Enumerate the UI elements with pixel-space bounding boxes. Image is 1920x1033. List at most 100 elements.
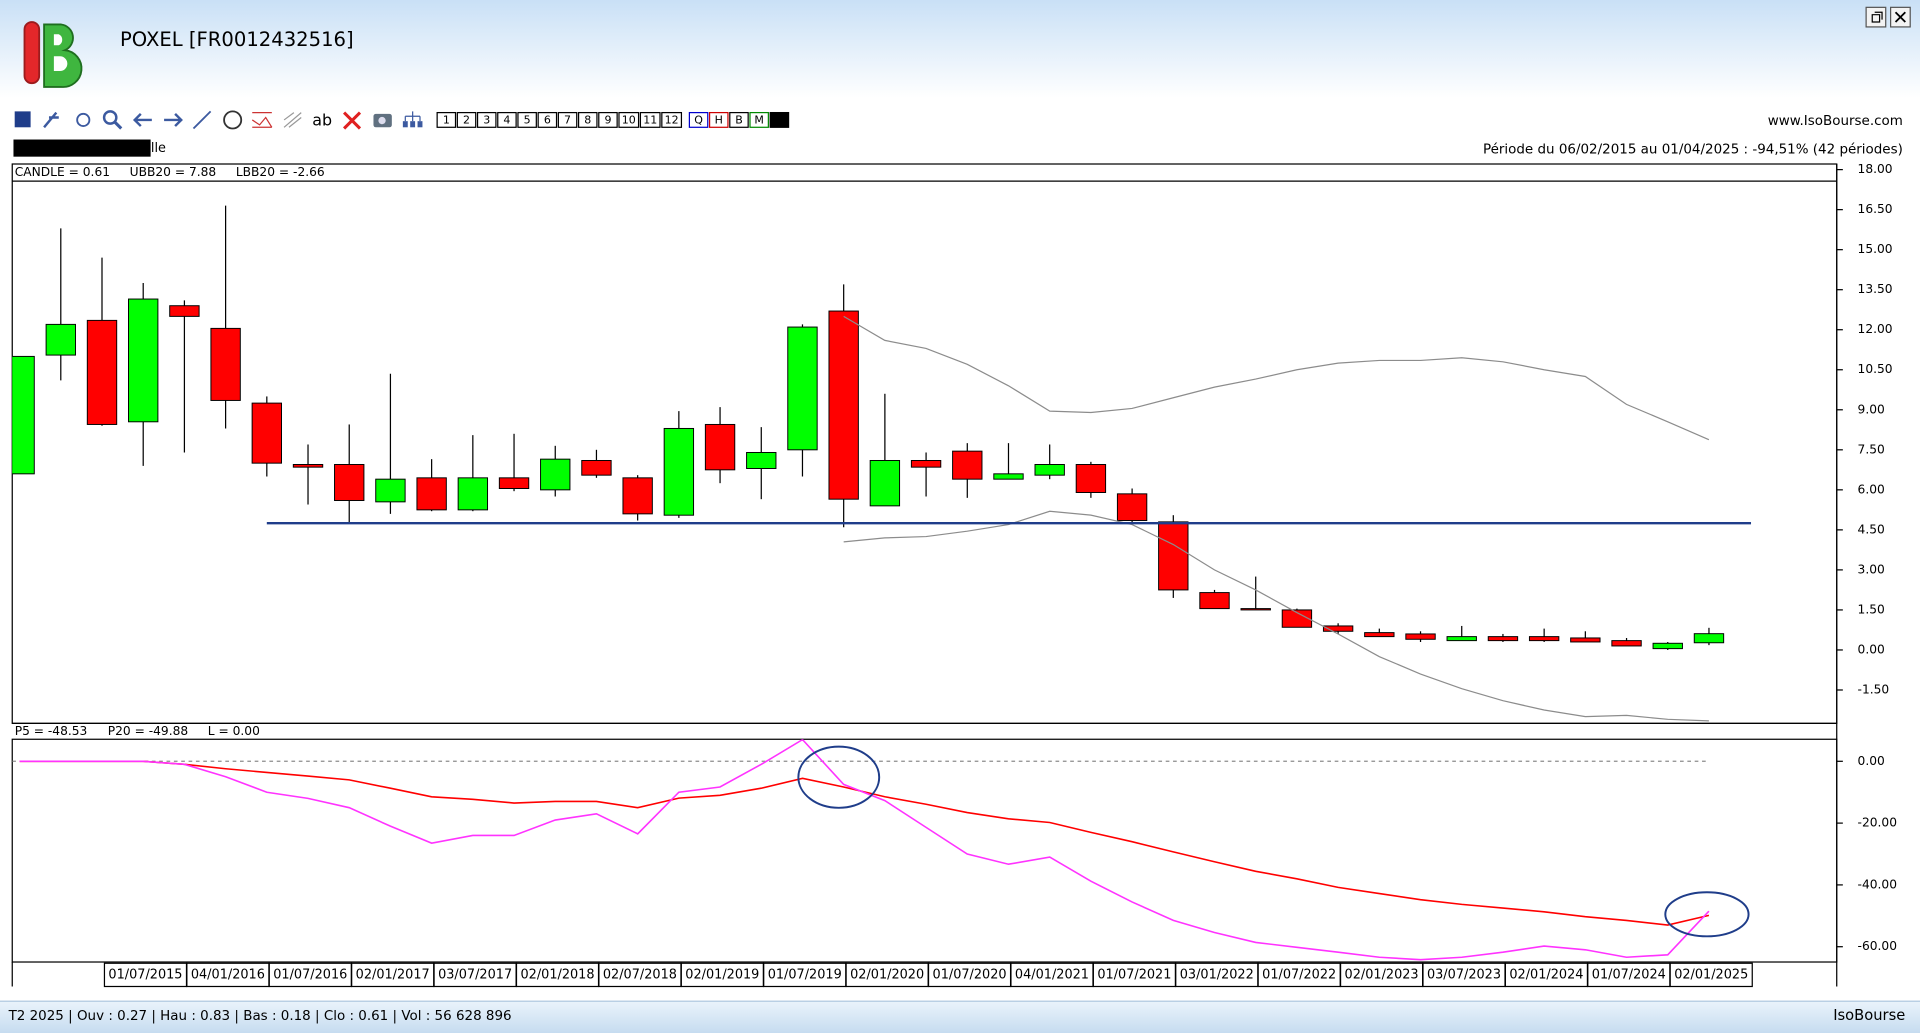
button-label: T (775, 114, 783, 127)
tool-forward[interactable] (164, 112, 183, 127)
y-tick-label: -20.00 (1858, 816, 1897, 830)
legend-entry: UBB20 = 7.88 (130, 165, 217, 179)
toolbar-button[interactable]: 2 (456, 111, 477, 128)
band-line (843, 315, 1710, 441)
indicator-panel (11, 738, 1838, 963)
button-label: 10 (622, 114, 636, 127)
tool-line[interactable] (192, 110, 212, 130)
toolbar-button[interactable]: 1 (436, 111, 457, 128)
y-tick-label: 10.50 (1858, 362, 1893, 376)
button-frame (769, 111, 790, 128)
toolbar: ab 1 2 3 4 5 6 7 8 9 10 11 12 Q H B M T (14, 110, 790, 130)
y-tick-label: -1.50 (1858, 682, 1890, 696)
tool-delete[interactable] (342, 111, 362, 130)
tool-zoom[interactable] (102, 110, 118, 125)
x-tick-label: 04/01/2021 (1015, 967, 1089, 982)
toolbar-button[interactable]: B (729, 111, 749, 128)
candle-body (581, 459, 612, 476)
status-bar (0, 1001, 1920, 1033)
x-tick-label: 01/07/2020 (933, 967, 1007, 982)
window-buttons (1865, 6, 1911, 28)
button-label: 11 (643, 114, 657, 127)
button-frame (436, 111, 457, 128)
candle-body (1405, 633, 1436, 640)
x-tick-label: 02/01/2020 (850, 967, 924, 982)
candle-body (128, 298, 159, 423)
button-frame (517, 111, 537, 128)
toolbar-button[interactable]: M (749, 111, 769, 128)
toolbar-button[interactable]: Q (688, 111, 709, 128)
toolbar-button[interactable]: 3 (476, 111, 497, 128)
tool-circle[interactable] (223, 110, 243, 130)
button-label: 4 (503, 114, 510, 127)
button-label: 12 (665, 114, 679, 127)
x-tick-label: 02/01/2025 (1674, 967, 1748, 982)
button-frame (749, 111, 769, 128)
x-tick-label: 02/01/2019 (685, 967, 759, 982)
toolbar-button[interactable]: 6 (537, 111, 558, 128)
y-tick-label: 7.50 (1858, 442, 1885, 456)
tool-crosshair[interactable] (76, 112, 91, 127)
candle-body (1570, 637, 1601, 643)
x-tick-label: 02/01/2023 (1345, 967, 1419, 982)
tool-text[interactable]: ab (312, 111, 332, 130)
candle-body (622, 477, 653, 515)
periodicity-bg (13, 139, 151, 157)
button-frame (577, 111, 598, 128)
y-tick-label: 15.00 (1858, 242, 1893, 256)
candle-body (169, 305, 200, 317)
y-tick-label: 3.00 (1858, 562, 1885, 576)
y-tick-label: 18.00 (1858, 162, 1893, 176)
legend-entry: CANDLE = 0.61 (15, 165, 110, 179)
tool-channel[interactable] (283, 112, 302, 128)
candle-body (12, 355, 35, 475)
legend-entry: P5 = -48.53 (15, 724, 88, 738)
tool-draw[interactable] (43, 111, 59, 129)
candle-body (1652, 642, 1683, 650)
toolbar-button[interactable]: 7 (557, 111, 578, 128)
toolbar-button[interactable]: T (769, 111, 790, 128)
toolbar-button[interactable]: 10 (618, 111, 640, 128)
price-panel (11, 163, 1838, 724)
button-frame (557, 111, 578, 128)
button-frame (497, 111, 517, 128)
toolbar-button[interactable]: H (708, 111, 729, 128)
header-bg (0, 0, 1920, 98)
button-frame (537, 111, 558, 128)
y-tick-label: 13.50 (1858, 282, 1893, 296)
button-label: H (715, 114, 723, 127)
candle-body (334, 464, 365, 502)
button-frame (639, 111, 661, 128)
legend-entry: L = 0.00 (208, 724, 260, 738)
candle-body (416, 477, 447, 511)
button-label: 7 (564, 114, 571, 127)
lines (12, 739, 1710, 961)
annotation-ellipse (1664, 891, 1750, 938)
x-tick-label: 03/07/2023 (1427, 967, 1501, 982)
toolbar-button[interactable]: 11 (639, 111, 661, 128)
y-tick-label: 16.50 (1858, 202, 1893, 216)
website: www.IsoBourse.com (1768, 114, 1903, 129)
restore-button[interactable] (1865, 6, 1887, 28)
x-tick-label: 01/07/2021 (1097, 967, 1171, 982)
tool-tree[interactable] (404, 111, 421, 122)
candle-body (1116, 493, 1148, 522)
x-tick-label: 01/07/2022 (1262, 967, 1336, 982)
tool-fibo[interactable] (251, 111, 273, 128)
button-label: 1 (443, 114, 450, 127)
candle-body (1528, 636, 1560, 642)
toolbar-button[interactable]: 9 (598, 111, 618, 128)
tool-back[interactable] (132, 112, 152, 127)
x-tick-label: 04/01/2016 (191, 967, 265, 982)
toolbar-button[interactable]: 8 (577, 111, 598, 128)
toolbar-button[interactable]: 5 (517, 111, 537, 128)
y-tick-label: 0.00 (1858, 642, 1885, 656)
y-tick-label: 9.00 (1858, 402, 1885, 416)
button-label: 3 (483, 114, 490, 127)
tool-select[interactable] (14, 111, 31, 128)
toolbar-button[interactable]: 4 (497, 111, 517, 128)
button-frame (729, 111, 749, 128)
toolbar-button[interactable]: 12 (661, 111, 683, 128)
